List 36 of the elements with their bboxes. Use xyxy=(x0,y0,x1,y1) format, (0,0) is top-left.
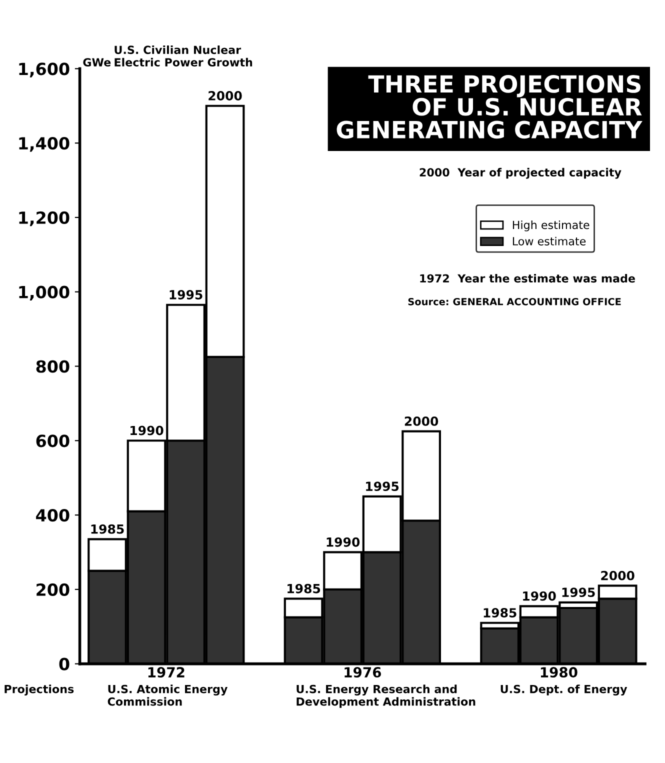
x-tick-label: 1985 xyxy=(484,608,516,618)
y-tick-label: 1,400 xyxy=(19,137,70,152)
x-tick-label: 2000 xyxy=(208,91,242,100)
legend-label: High estimate xyxy=(512,220,590,232)
y-tick-label: 400 xyxy=(36,508,70,522)
y-tick-label: 0 xyxy=(59,658,70,670)
y-tick-label: 800 xyxy=(36,360,70,373)
legend-label: Low estimate xyxy=(512,236,586,246)
y-axis-title: GWe xyxy=(83,58,111,67)
chart-subtitle: U.S. Civilian Nuclear Electric Power Growth xyxy=(114,45,252,67)
x-tick-label: 1995 xyxy=(366,482,399,492)
annotation: 2000 Year of projected capacity xyxy=(420,168,622,179)
text: Projections xyxy=(4,684,74,696)
y-tick-label: 1,000 xyxy=(19,286,70,301)
text: U.S. Energy Research and Development Administration xyxy=(296,684,476,708)
y-tick-label: 1,600 xyxy=(19,62,70,78)
x-tick-label: 1985 xyxy=(288,584,320,594)
x-tick-label: 2000 xyxy=(601,570,634,580)
text: 1972 xyxy=(148,667,184,678)
y-tick-label: 1,200 xyxy=(19,211,70,226)
x-tick-label: 1995 xyxy=(170,290,202,300)
y-tick-label: 200 xyxy=(36,583,70,596)
x-tick-label: 2000 xyxy=(404,416,438,426)
x-tick-label: 1990 xyxy=(523,591,556,601)
x-tick-label: 1995 xyxy=(562,588,595,598)
x-tick-label: 1990 xyxy=(326,537,360,547)
text: 1976 xyxy=(344,667,382,678)
text: 1980 xyxy=(540,667,578,678)
annotation: 1972 Year the estimate was made xyxy=(420,274,635,283)
text: U.S. Dept. of Energy xyxy=(500,684,628,696)
text: THREE PROJECTIONS OF U.S. NUCLEAR GENERATING CAPACITY xyxy=(336,75,642,139)
x-tick-label: 1985 xyxy=(91,524,124,534)
x-tick-label: 1990 xyxy=(130,426,164,436)
y-tick-label: 600 xyxy=(36,434,70,448)
text: U.S. Atomic Energy Commission xyxy=(108,684,228,706)
annotation: Source: GENERAL ACCOUNTING OFFICE xyxy=(408,298,621,306)
